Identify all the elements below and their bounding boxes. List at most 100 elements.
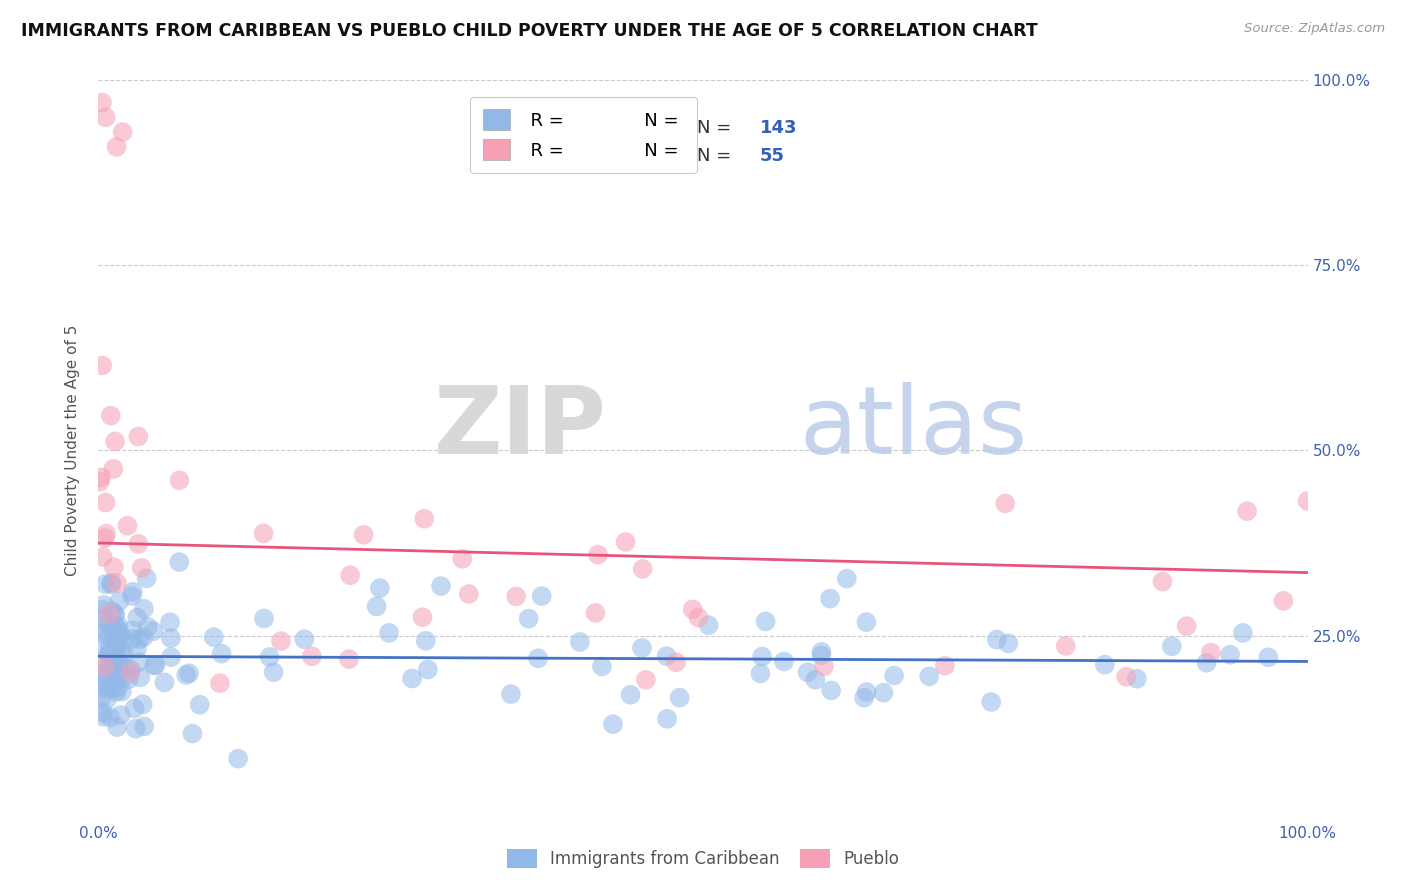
Point — [96, 692, 118, 706]
Text: N =: N = — [697, 120, 737, 137]
Point — [505, 590, 527, 604]
Point — [105, 720, 128, 734]
Point — [253, 611, 276, 625]
Point — [1232, 626, 1254, 640]
Point — [101, 624, 124, 639]
Point — [169, 473, 191, 487]
Point — [94, 577, 117, 591]
Point — [114, 668, 136, 682]
Point — [1126, 672, 1149, 686]
Point — [110, 643, 132, 657]
Point — [169, 555, 191, 569]
Point — [128, 655, 150, 669]
Point — [682, 602, 704, 616]
Point — [128, 632, 150, 647]
Point — [755, 615, 778, 629]
Point — [127, 429, 149, 443]
Point — [107, 635, 129, 649]
Point — [100, 577, 122, 591]
Point — [143, 658, 166, 673]
Point — [1296, 494, 1319, 508]
Point — [93, 598, 115, 612]
Point — [108, 655, 131, 669]
Point — [301, 649, 323, 664]
Point — [104, 607, 127, 622]
Point — [586, 548, 609, 562]
Point — [263, 665, 285, 680]
Point — [94, 674, 117, 689]
Legend:   R =              N = ,   R =              N = : R = N = , R = N = — [470, 96, 697, 173]
Point — [145, 658, 167, 673]
Point — [368, 581, 391, 595]
Point — [104, 620, 127, 634]
Point — [91, 709, 114, 723]
Point — [591, 659, 613, 673]
Point — [91, 549, 114, 564]
Point — [108, 594, 131, 608]
Point — [104, 607, 127, 621]
Point — [208, 676, 231, 690]
Point — [259, 649, 281, 664]
Point — [97, 648, 120, 662]
Point — [129, 670, 152, 684]
Point — [153, 675, 176, 690]
Point — [104, 635, 127, 649]
Point — [101, 681, 124, 696]
Point — [89, 676, 111, 690]
Point — [160, 631, 183, 645]
Point — [127, 537, 149, 551]
Point — [97, 665, 120, 679]
Point — [105, 140, 128, 154]
Text: ZIP: ZIP — [433, 383, 606, 475]
Point — [132, 630, 155, 644]
Point — [131, 561, 153, 575]
Point — [986, 632, 1008, 647]
Point — [1054, 639, 1077, 653]
Point — [997, 636, 1019, 650]
Point — [1199, 646, 1222, 660]
Point — [111, 632, 134, 646]
Point — [270, 634, 292, 648]
Point — [614, 535, 637, 549]
Point — [416, 663, 439, 677]
Point — [105, 649, 128, 664]
Point — [1272, 594, 1295, 608]
Point — [118, 672, 141, 686]
Point — [188, 698, 211, 712]
Point — [98, 616, 121, 631]
Point — [853, 690, 876, 705]
Point — [835, 572, 858, 586]
Point — [124, 701, 146, 715]
Point — [160, 650, 183, 665]
Point — [810, 645, 832, 659]
Point — [353, 527, 375, 541]
Point — [668, 690, 690, 705]
Point — [107, 640, 129, 655]
Point — [98, 607, 121, 621]
Point — [110, 708, 132, 723]
Point — [517, 612, 540, 626]
Point — [105, 673, 128, 688]
Point — [89, 619, 111, 633]
Point — [112, 646, 135, 660]
Point — [98, 710, 121, 724]
Point — [135, 571, 157, 585]
Point — [1219, 648, 1241, 662]
Point — [90, 470, 112, 484]
Point — [100, 409, 122, 423]
Point — [96, 682, 118, 697]
Point — [104, 434, 127, 449]
Point — [980, 695, 1002, 709]
Point — [697, 618, 720, 632]
Point — [818, 591, 841, 606]
Point — [89, 475, 111, 489]
Point — [100, 575, 122, 590]
Point — [415, 633, 437, 648]
Point — [451, 552, 474, 566]
Point — [94, 111, 117, 125]
Point — [94, 659, 117, 673]
Point — [527, 651, 550, 665]
Point — [665, 655, 688, 669]
Point — [90, 655, 112, 669]
Point — [174, 668, 197, 682]
